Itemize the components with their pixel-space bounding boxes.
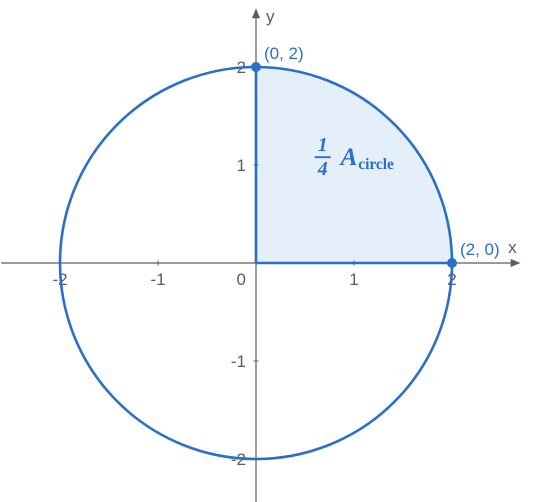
x-tick-label: -1 (150, 270, 165, 289)
point-label: (2, 0) (460, 240, 500, 259)
circle-quadrant-chart: -2-1012-2-112xy(0, 2)(2, 0)14Acircle (0, 0, 541, 502)
formula-subscript: circle (358, 156, 394, 173)
formula-numerator: 1 (318, 134, 328, 156)
chart-container: -2-1012-2-112xy(0, 2)(2, 0)14Acircle (0, 0, 541, 502)
y-tick-label: 1 (237, 156, 246, 175)
y-axis-label: y (266, 7, 275, 26)
marked-point (251, 62, 261, 72)
point-label: (0, 2) (264, 44, 304, 63)
x-tick-label: 1 (349, 270, 358, 289)
marked-point (447, 258, 457, 268)
x-axis-label: x (508, 238, 517, 257)
formula-symbol: A (339, 143, 358, 171)
x-tick-label: 0 (237, 270, 246, 289)
formula-denominator: 4 (317, 158, 328, 180)
y-tick-label: -1 (231, 352, 246, 371)
